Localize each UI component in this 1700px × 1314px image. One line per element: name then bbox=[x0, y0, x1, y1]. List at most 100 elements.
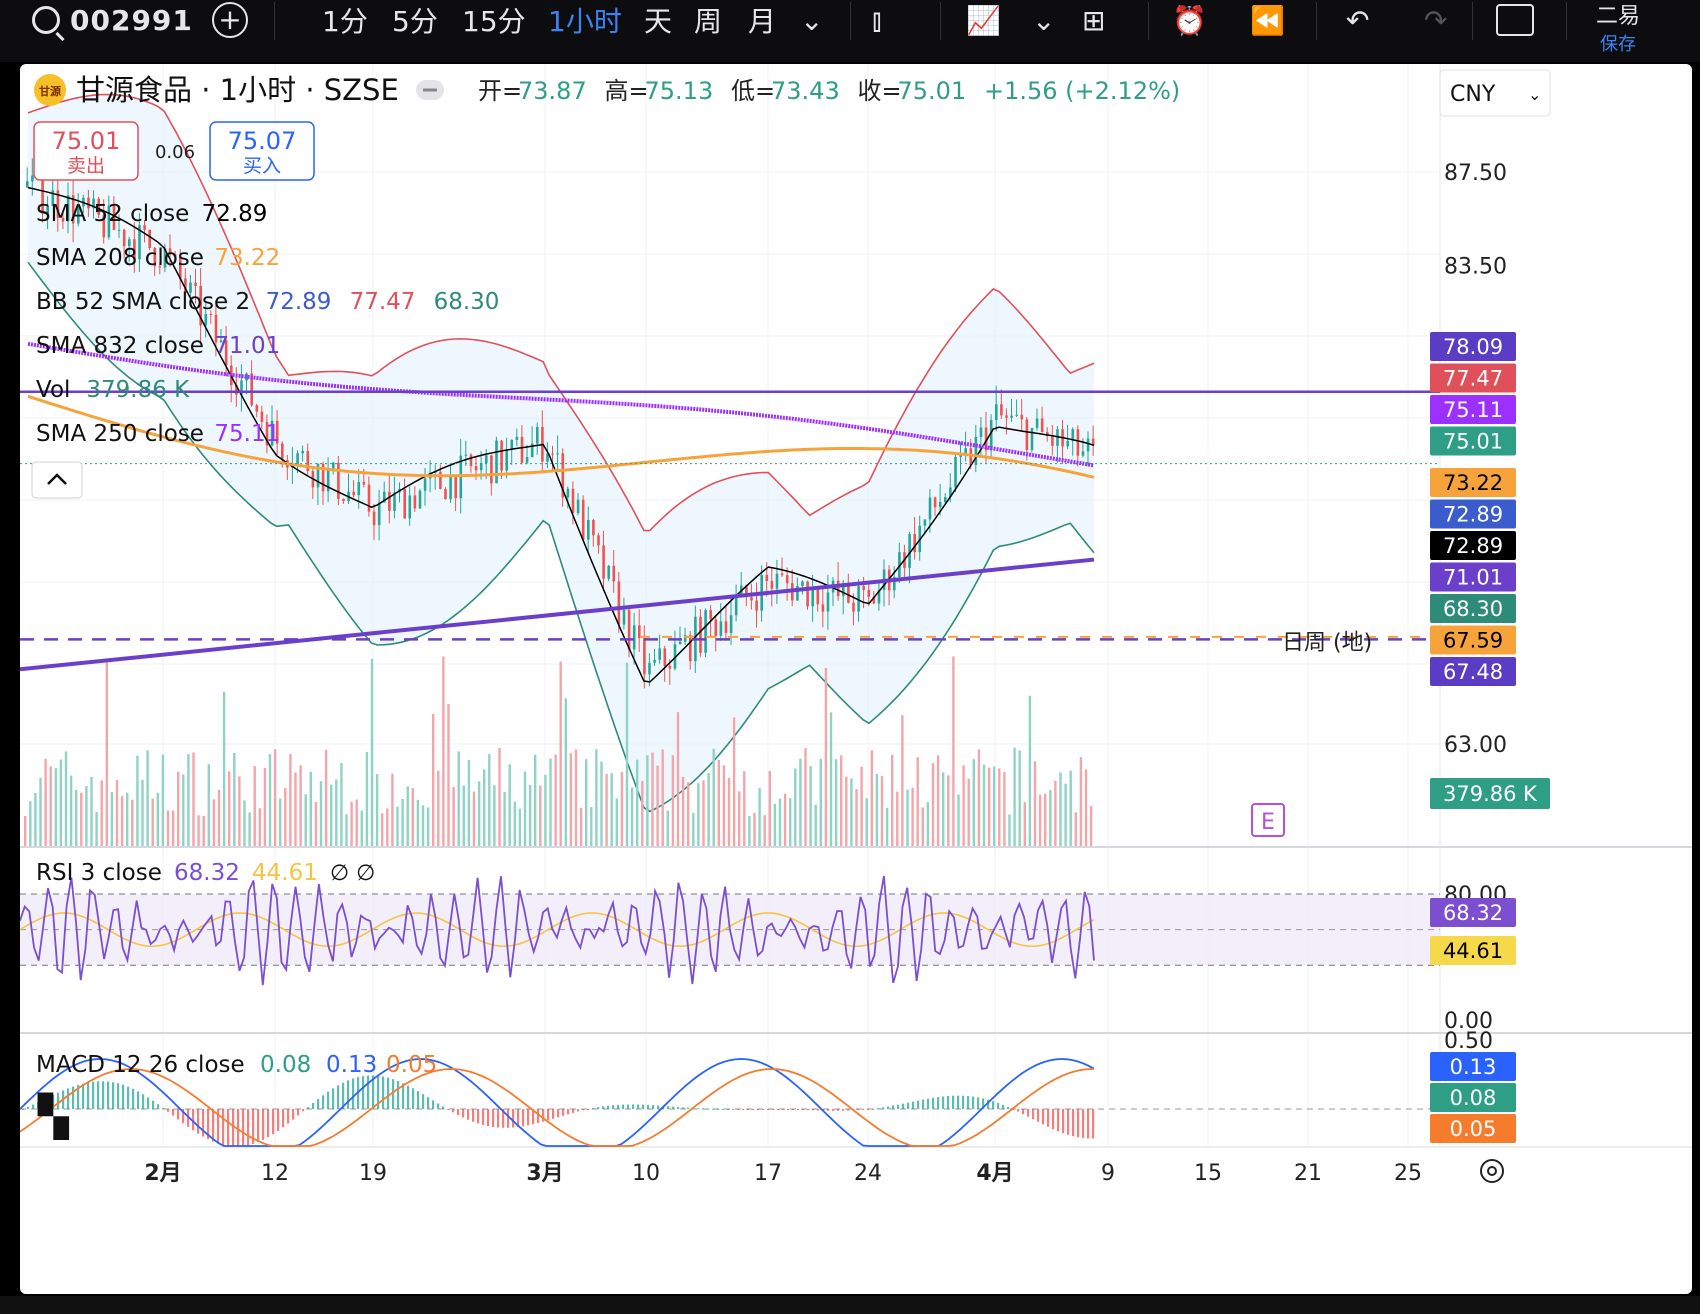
volume-bar bbox=[1018, 750, 1021, 846]
interval-6[interactable]: 月 bbox=[748, 5, 777, 38]
candle-body bbox=[464, 454, 468, 456]
redo-button[interactable]: ↷ bbox=[1424, 0, 1447, 40]
chart-svg[interactable]: 日周 (地) E 甘源 甘源食品 · 1小时 · SZSE 开=73.87 高=75.13… bbox=[20, 64, 1692, 1294]
macd-histogram-bar bbox=[72, 1086, 75, 1109]
candle-body bbox=[189, 282, 192, 293]
macd-histogram-bar bbox=[1017, 1109, 1020, 1112]
account-save[interactable]: 二易 保存 bbox=[1590, 0, 1646, 56]
macd-histogram-bar bbox=[137, 1091, 140, 1109]
volume-bar bbox=[569, 753, 573, 846]
undo-icon: ↶ bbox=[1346, 3, 1370, 37]
price-badge-8 bbox=[1430, 594, 1516, 623]
price-badge-3 bbox=[1430, 426, 1516, 456]
interval-3[interactable]: 1小时 bbox=[548, 5, 622, 38]
interval-5[interactable]: 周 bbox=[694, 5, 723, 38]
legend-name-5[interactable]: SMA 250 close bbox=[36, 421, 204, 447]
indicators-button[interactable]: 📈 bbox=[966, 0, 1001, 40]
macd-histogram-bar bbox=[177, 1109, 180, 1120]
volume-bar bbox=[646, 755, 649, 846]
volume-bar bbox=[697, 783, 700, 846]
interval-0[interactable]: 1分 bbox=[322, 5, 368, 38]
price-badge-text-0: 78.09 bbox=[1443, 335, 1503, 359]
macd-histogram-bar bbox=[412, 1088, 415, 1109]
volume-bar bbox=[217, 789, 221, 846]
macd-histogram-bar bbox=[447, 1109, 450, 1110]
interval-2[interactable]: 15分 bbox=[462, 5, 526, 38]
currency-select[interactable] bbox=[1439, 69, 1551, 117]
candle-body bbox=[602, 545, 605, 579]
save-button[interactable]: 保存 bbox=[1600, 34, 1636, 55]
candle-body bbox=[92, 198, 95, 209]
legend-name-0[interactable]: SMA 52 close bbox=[36, 201, 189, 227]
macd-histogram-bar bbox=[222, 1109, 225, 1145]
undo-button[interactable]: ↶ bbox=[1346, 0, 1369, 40]
candle-body bbox=[1040, 418, 1044, 433]
macd-histogram-bar bbox=[532, 1109, 535, 1125]
macd-histogram-bar bbox=[452, 1109, 455, 1113]
alert-button[interactable]: ⏰ bbox=[1172, 0, 1207, 40]
candle-body bbox=[357, 481, 361, 496]
macd-badge-text-2: 0.05 bbox=[1450, 1117, 1497, 1141]
legend-name-2[interactable]: BB 52 SMA close 2 bbox=[36, 289, 250, 315]
interval-dropdown-button[interactable]: ⌄ bbox=[800, 0, 823, 40]
symbol-search[interactable]: 002991 bbox=[32, 0, 193, 42]
legend-name-3[interactable]: SMA 832 close bbox=[36, 333, 204, 359]
buy-button[interactable] bbox=[209, 121, 315, 181]
volume-bar bbox=[498, 747, 501, 846]
macd-histogram-bar bbox=[457, 1109, 460, 1116]
rsi-label[interactable]: RSI 3 close bbox=[36, 860, 162, 886]
settings-gear-icon[interactable] bbox=[1480, 1159, 1504, 1183]
candle-body bbox=[495, 440, 498, 484]
candle-body bbox=[46, 205, 49, 214]
macd-histogram-bar bbox=[517, 1109, 520, 1128]
macd-label[interactable]: MACD 12 26 close bbox=[36, 1052, 245, 1078]
volume-bar bbox=[661, 749, 664, 846]
candle-body bbox=[362, 481, 366, 485]
macd-histogram-bar bbox=[837, 1109, 840, 1111]
collapse-legend-button[interactable] bbox=[31, 461, 83, 499]
volume-bar bbox=[1008, 814, 1011, 846]
volume-bar bbox=[931, 763, 935, 846]
legend-name-1[interactable]: SMA 208 close bbox=[36, 245, 204, 271]
earnings-marker-box[interactable] bbox=[1251, 803, 1285, 837]
candle-body bbox=[648, 662, 651, 675]
add-symbol-button[interactable]: + bbox=[212, 0, 248, 40]
macd-histogram-bar bbox=[282, 1109, 285, 1128]
volume-bar bbox=[666, 810, 669, 846]
indicators-dropdown-button[interactable]: ⌄ bbox=[1032, 0, 1055, 40]
volume-bar bbox=[916, 757, 919, 846]
macd-histogram-bar bbox=[637, 1104, 640, 1109]
macd-histogram-bar bbox=[757, 1109, 760, 1110]
volume-bar bbox=[90, 776, 93, 846]
legend-name-4[interactable]: Vol bbox=[36, 377, 70, 403]
volume-bar bbox=[845, 776, 848, 846]
chart-type-button[interactable]: ⫾ bbox=[872, 0, 882, 40]
chart-area[interactable]: 日周 (地) E 甘源 甘源食品 · 1小时 · SZSE 开= 73.87 高= 75.13… bbox=[20, 64, 1692, 1294]
ohlc-value-4: +1.56 (+2.12%) bbox=[984, 77, 1180, 105]
replay-button[interactable]: ⏪ bbox=[1250, 0, 1285, 40]
macd-histogram-bar bbox=[392, 1079, 395, 1109]
macd-histogram-bar bbox=[27, 1106, 30, 1109]
sell-button[interactable] bbox=[33, 121, 139, 181]
chevron-down-icon: ⌄ bbox=[800, 3, 824, 37]
macd-histogram-bar bbox=[997, 1102, 1000, 1109]
candle-body bbox=[821, 604, 825, 612]
interval-4[interactable]: 天 bbox=[644, 5, 673, 38]
fullscreen-button[interactable] bbox=[1496, 0, 1534, 40]
candle-body bbox=[780, 573, 784, 576]
volume-bar bbox=[880, 776, 884, 846]
layouts-button[interactable]: ⊞ bbox=[1082, 0, 1105, 40]
volume-bar bbox=[656, 765, 659, 846]
volume-bar bbox=[360, 810, 363, 846]
candle-body bbox=[224, 340, 228, 366]
account-name: 二易 bbox=[1595, 4, 1640, 29]
macd-histogram-bar bbox=[1007, 1106, 1010, 1109]
interval-1[interactable]: 5分 bbox=[392, 5, 438, 38]
volume-bar bbox=[1084, 769, 1088, 846]
time-tick-8: 9 bbox=[1101, 1161, 1115, 1186]
volume-bar bbox=[947, 775, 950, 846]
candle-body bbox=[597, 535, 600, 546]
time-tick-11: 25 bbox=[1394, 1161, 1422, 1186]
currency-text: CNY bbox=[1450, 82, 1496, 107]
volume-bar bbox=[758, 787, 761, 846]
